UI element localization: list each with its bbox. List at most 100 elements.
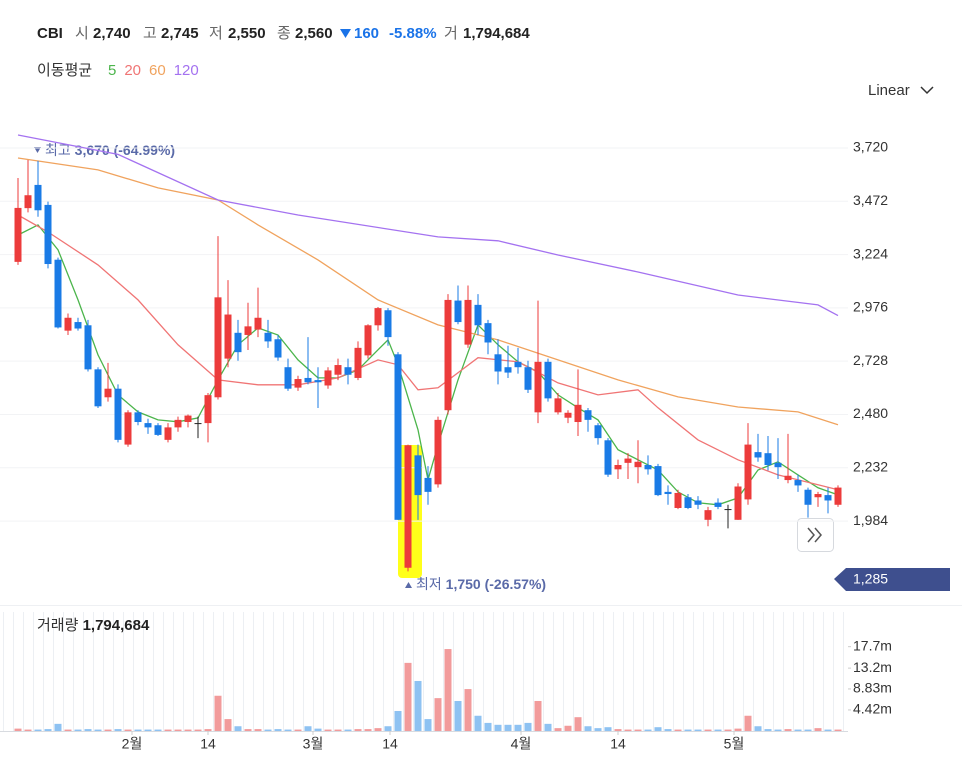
volume-bar <box>284 729 292 731</box>
candle-body <box>644 465 652 470</box>
candle-body <box>144 423 152 428</box>
dropdown-icon[interactable] <box>920 86 934 95</box>
close-value: 2,560 <box>295 25 333 42</box>
candle-body <box>454 300 462 323</box>
candle-body <box>784 475 792 481</box>
y-tick-label: 2,728 <box>853 352 888 368</box>
grid <box>0 147 848 522</box>
scale-button[interactable]: Linear <box>868 82 910 99</box>
volume-tick-label: 4.42m <box>853 701 892 717</box>
min-pct: (-26.57%) <box>485 576 546 592</box>
volume-bar <box>164 729 172 731</box>
candle-body <box>834 487 842 505</box>
volume-bar <box>624 729 632 731</box>
candle-body <box>214 297 222 398</box>
candle-body <box>244 326 252 335</box>
high-value: 2,745 <box>161 25 199 42</box>
volume-bar <box>84 729 92 731</box>
candle-body <box>794 480 802 486</box>
candle-body <box>774 462 782 468</box>
candle-body <box>254 317 262 330</box>
volume-bar <box>654 727 662 731</box>
volume-bar <box>394 710 402 731</box>
high-label: 고 <box>143 25 157 42</box>
candle-body <box>754 452 762 458</box>
candle-body <box>304 377 312 383</box>
scroll-icon[interactable] <box>814 527 822 543</box>
volume-bar <box>474 715 482 731</box>
volume-bar <box>144 729 152 731</box>
candle-body <box>44 204 52 265</box>
candle-body <box>574 404 582 423</box>
x-tick-label: 2월 <box>122 736 143 752</box>
ma-legend-entry: 60 <box>149 62 166 79</box>
volume-bar <box>264 729 272 731</box>
candle-body <box>154 425 162 435</box>
candle-body <box>624 458 632 463</box>
volume-bar <box>54 723 62 731</box>
volume-bar <box>354 729 362 731</box>
candle-body <box>814 494 822 498</box>
volume-bar <box>484 722 492 731</box>
scroll-right-button[interactable] <box>797 518 834 552</box>
candle-body <box>824 495 832 501</box>
volume-bar <box>44 729 52 731</box>
close-label: 종 <box>277 25 291 42</box>
candle-body <box>594 425 602 439</box>
volume-bar <box>524 722 532 731</box>
candle-body <box>174 419 182 428</box>
volume-bar <box>554 728 562 731</box>
candle-body <box>414 455 422 496</box>
open-label: 시 <box>75 25 89 42</box>
ma-legend: 5 20 60 120 <box>108 62 199 79</box>
volume-bar <box>304 726 312 731</box>
volume-bar <box>804 729 812 731</box>
candle-body <box>684 497 692 508</box>
volume-bar <box>404 662 412 731</box>
volume-bar <box>714 729 722 731</box>
volume-bar <box>204 729 212 731</box>
volume-bar <box>794 729 802 731</box>
volume-bar <box>724 729 732 731</box>
candle-body <box>134 412 142 423</box>
y-tick-label: 2,976 <box>853 299 888 315</box>
candle-body <box>114 388 122 440</box>
candle-body <box>434 419 442 485</box>
volume-bar <box>334 729 342 731</box>
candle-body <box>764 453 772 466</box>
min-label: 최저 <box>416 576 442 592</box>
candle-body <box>614 465 622 470</box>
candle-body <box>654 466 662 496</box>
volume-bar <box>64 729 72 731</box>
ma-legend-entry: 120 <box>174 62 199 79</box>
candle-body <box>584 410 592 420</box>
volume-bar <box>194 729 202 731</box>
volume-bar <box>644 729 652 731</box>
candle-body <box>204 395 212 424</box>
candle-body <box>64 317 72 331</box>
volume-panel <box>0 612 848 732</box>
candle-body <box>424 477 432 492</box>
volume-bar <box>774 729 782 731</box>
candle-body <box>104 388 112 398</box>
candle-body <box>284 367 292 389</box>
candle-body <box>514 361 522 368</box>
candle-body <box>294 379 302 388</box>
y-tick-label: 1,984 <box>853 512 888 528</box>
ma-legend-entry: 5 <box>108 62 116 79</box>
candle-body <box>24 195 32 209</box>
volume-bar <box>234 726 242 731</box>
volume-bar <box>604 727 612 731</box>
volume-tick-label: 8.83m <box>853 680 892 696</box>
candle-body <box>404 445 412 568</box>
scroll-icon[interactable] <box>807 527 815 543</box>
y-tick-label: 3,224 <box>853 245 888 261</box>
min-marker <box>405 582 412 588</box>
moving-averages <box>17 134 839 506</box>
axes: 3,720 3,472 3,224 2,976 2,728 2,480 2,232 1,984… <box>122 139 892 752</box>
volume-bar <box>94 729 102 731</box>
volume-bar <box>764 729 772 731</box>
candle-body <box>674 492 682 508</box>
candle-body <box>464 299 472 345</box>
